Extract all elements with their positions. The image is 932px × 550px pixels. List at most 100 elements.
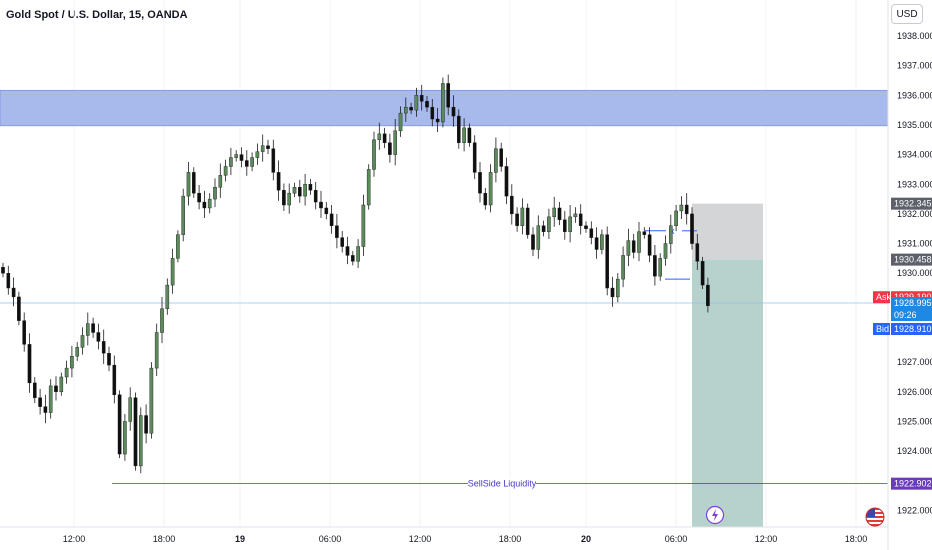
candle[interactable] xyxy=(351,250,355,266)
candle[interactable] xyxy=(276,160,281,201)
candle[interactable] xyxy=(223,159,228,182)
candle[interactable] xyxy=(319,190,323,218)
candle[interactable] xyxy=(563,210,567,240)
candle[interactable] xyxy=(451,95,456,127)
candle[interactable] xyxy=(647,227,652,263)
liquidity-price-label[interactable]: 1922.902 xyxy=(891,477,932,490)
candle[interactable] xyxy=(266,139,270,155)
candle[interactable] xyxy=(409,102,413,115)
candle[interactable] xyxy=(695,233,700,271)
candle[interactable] xyxy=(377,122,382,150)
candle[interactable] xyxy=(425,96,429,112)
candle[interactable] xyxy=(419,84,424,111)
candle[interactable] xyxy=(457,109,461,149)
candle[interactable] xyxy=(706,277,710,313)
candle[interactable] xyxy=(361,194,366,256)
candle[interactable] xyxy=(17,291,21,326)
candle[interactable] xyxy=(637,222,641,262)
candle[interactable] xyxy=(11,277,16,307)
candle[interactable] xyxy=(340,230,345,253)
candle[interactable] xyxy=(244,150,249,176)
candle[interactable] xyxy=(144,404,148,444)
candle[interactable] xyxy=(324,202,329,220)
candle[interactable] xyxy=(393,119,398,166)
candle[interactable] xyxy=(250,152,254,172)
candle[interactable] xyxy=(414,87,419,117)
candle[interactable] xyxy=(684,193,689,225)
candle[interactable] xyxy=(700,256,705,290)
candle[interactable] xyxy=(260,134,265,162)
candle[interactable] xyxy=(213,178,217,208)
candle[interactable] xyxy=(467,123,472,147)
candle[interactable] xyxy=(70,345,74,378)
candle[interactable] xyxy=(605,226,609,296)
candle[interactable] xyxy=(462,118,466,152)
candle[interactable] xyxy=(398,106,403,137)
candle[interactable] xyxy=(366,164,371,210)
last-price-label[interactable]: 1928.995 09:26 xyxy=(891,296,932,321)
candle[interactable] xyxy=(653,245,657,286)
candle[interactable] xyxy=(27,333,32,393)
candle[interactable] xyxy=(494,137,498,183)
candle[interactable] xyxy=(690,207,694,250)
candle[interactable] xyxy=(218,163,223,198)
candle[interactable] xyxy=(356,239,360,269)
candle[interactable] xyxy=(488,164,493,213)
candle[interactable] xyxy=(472,135,477,180)
candle[interactable] xyxy=(197,184,201,210)
candle[interactable] xyxy=(531,227,535,257)
candle[interactable] xyxy=(510,184,514,225)
candle[interactable] xyxy=(239,147,244,168)
candle[interactable] xyxy=(520,198,525,235)
candle[interactable] xyxy=(382,127,387,149)
candle[interactable] xyxy=(578,204,583,235)
candle[interactable] xyxy=(329,205,334,234)
candle[interactable] xyxy=(117,390,122,459)
candle[interactable] xyxy=(313,182,318,210)
candle[interactable] xyxy=(1,262,5,278)
stop-price-label[interactable]: 1932.345 xyxy=(891,197,932,210)
candle[interactable] xyxy=(191,167,196,198)
candle[interactable] xyxy=(80,327,85,355)
candle[interactable] xyxy=(621,246,625,288)
candle[interactable] xyxy=(669,214,673,254)
candle[interactable] xyxy=(59,372,64,396)
candle[interactable] xyxy=(43,394,48,424)
candle[interactable] xyxy=(6,265,11,295)
candle[interactable] xyxy=(298,179,302,203)
candle[interactable] xyxy=(594,227,599,259)
candle[interactable] xyxy=(123,414,127,461)
candle[interactable] xyxy=(133,392,138,471)
us-flag-icon[interactable] xyxy=(865,507,885,527)
candle[interactable] xyxy=(388,133,392,163)
currency-button[interactable]: USD xyxy=(891,4,923,24)
candle[interactable] xyxy=(282,183,286,212)
candle[interactable] xyxy=(101,329,106,364)
candle[interactable] xyxy=(271,139,276,181)
candle[interactable] xyxy=(170,248,175,294)
candle[interactable] xyxy=(430,99,435,127)
candle[interactable] xyxy=(552,196,556,227)
candle[interactable] xyxy=(202,190,207,218)
candle[interactable] xyxy=(642,227,647,239)
candle[interactable] xyxy=(404,97,408,122)
candle[interactable] xyxy=(234,150,239,162)
take-profit-zone[interactable] xyxy=(692,259,763,527)
candle[interactable] xyxy=(631,233,636,259)
entry-price-label[interactable]: 1930.458 xyxy=(891,253,932,266)
candle[interactable] xyxy=(547,208,551,240)
candle[interactable] xyxy=(626,228,631,267)
candle[interactable] xyxy=(128,387,133,431)
candle[interactable] xyxy=(483,187,488,210)
candle[interactable] xyxy=(255,143,260,165)
candle[interactable] xyxy=(154,323,159,377)
candle[interactable] xyxy=(478,162,482,203)
candle[interactable] xyxy=(165,278,170,315)
candle[interactable] xyxy=(589,221,594,245)
candle[interactable] xyxy=(499,142,504,172)
candle[interactable] xyxy=(441,77,445,128)
candle[interactable] xyxy=(107,346,111,372)
candle[interactable] xyxy=(85,312,90,346)
candle[interactable] xyxy=(679,196,684,219)
